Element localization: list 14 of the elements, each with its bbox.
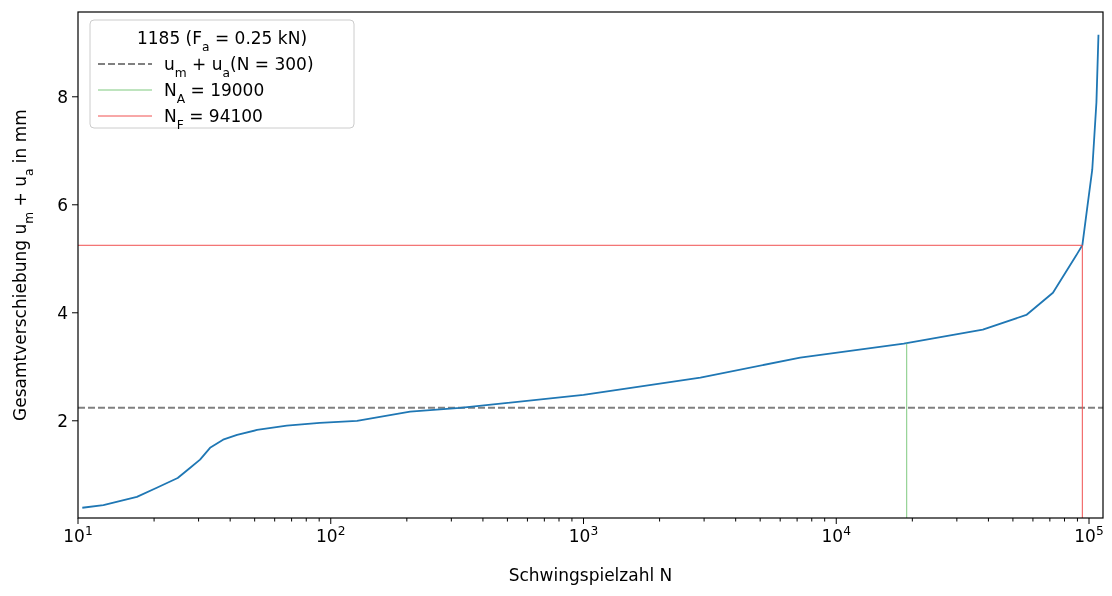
x-tick-label: 10$^{4}$ [821,524,852,546]
x-axis-title: Schwingspielzahl N [508,565,673,585]
legend-label: N$_{F}$ = 94100 [164,106,263,132]
y-tick-label: 8 [57,86,68,107]
x-tick-label: 10$^{1}$ [63,524,93,546]
x-tick-label: 10$^{2}$ [316,524,346,546]
x-tick-label: 10$^{5}$ [1074,524,1104,546]
y-tick-label: 6 [57,194,68,215]
legend-label: N$_{A}$ = 19000 [164,80,265,106]
legend-title: 1185 (F$_{a}$ = 0.25 kN) [136,28,308,54]
x-tick-label: 10$^{3}$ [568,524,599,546]
legend-label: u$_{m}$ + u$_{a}$(N = 300) [164,54,314,80]
y-tick-label: 4 [57,302,68,323]
y-tick-label: 2 [57,410,68,431]
